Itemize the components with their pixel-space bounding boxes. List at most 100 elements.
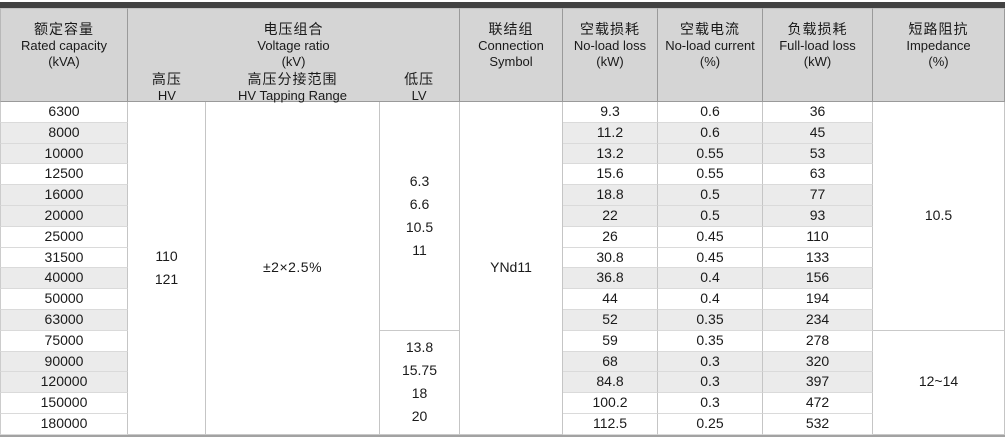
- cell-impedance-lower: 12~14: [873, 330, 1005, 435]
- header-full-load-loss-unit: (kW): [803, 54, 832, 69]
- cell-full-load-loss: 234: [763, 309, 873, 331]
- cell-lv-voltage-lower-line: 13.8: [405, 339, 434, 356]
- cell-no-load-loss: 11.2: [563, 122, 658, 144]
- cell-no-load-loss: 15.6: [563, 164, 658, 186]
- table-row: 120000 84.8 0.3 397: [0, 372, 1005, 394]
- table-row: 25000 26 0.45 110: [0, 226, 1005, 248]
- cell-no-load-current: 0.55: [658, 143, 763, 165]
- cell-impedance-upper: 10.5: [873, 102, 1005, 331]
- cell-no-load-loss: 84.8: [563, 372, 658, 394]
- cell-no-load-current: 0.55: [658, 164, 763, 186]
- cell-no-load-current: 0.25: [658, 413, 763, 435]
- cell-full-load-loss: 194: [763, 289, 873, 310]
- cell-no-load-loss: 9.3: [563, 102, 658, 123]
- header-full-load-loss-zh: 负载损耗: [787, 21, 848, 37]
- cell-lv-voltage-upper-line: 11: [412, 241, 427, 258]
- cell-full-load-loss: 45: [763, 122, 873, 144]
- table-header: 额定容量 Rated capacity (kVA) 电压组合 Voltage r…: [0, 8, 1005, 104]
- table-row: 90000 68 0.3 320: [0, 351, 1005, 373]
- header-no-load-current-zh: 空载电流: [680, 21, 740, 37]
- cell-no-load-loss: 13.2: [563, 143, 658, 165]
- cell-hv-voltage-line: 110: [155, 247, 178, 264]
- header-lv-zh: 低压: [404, 71, 435, 87]
- cell-rated-capacity: 90000: [0, 351, 128, 373]
- cell-no-load-loss: 52: [563, 309, 658, 331]
- header-voltage-ratio-zh: 电压组合: [263, 21, 324, 37]
- header-impedance-zh: 短路阻抗: [908, 21, 969, 37]
- table-row: 150000 100.2 0.3 472: [0, 393, 1005, 414]
- header-voltage-ratio-unit: (kV): [281, 54, 306, 69]
- cell-rated-capacity: 75000: [0, 330, 128, 352]
- header-no-load-loss-unit: (kW): [596, 54, 624, 69]
- cell-no-load-current: 0.4: [658, 289, 763, 310]
- cell-no-load-current: 0.35: [658, 309, 763, 331]
- table-row: 8000 11.2 0.6 45: [0, 122, 1005, 144]
- cell-full-load-loss: 77: [763, 185, 873, 206]
- cell-full-load-loss: 63: [763, 164, 873, 186]
- cell-no-load-loss: 44: [563, 289, 658, 310]
- header-no-load-current-unit: (%): [699, 54, 721, 69]
- cell-no-load-loss: 59: [563, 330, 658, 352]
- cell-rated-capacity: 12500: [0, 164, 128, 186]
- table-row: 20000 22 0.5 93: [0, 205, 1005, 227]
- cell-rated-capacity: 31500: [0, 247, 128, 269]
- cell-no-load-loss: 112.5: [563, 413, 658, 435]
- cell-no-load-current: 0.4: [658, 268, 763, 290]
- cell-lv-voltage-upper: 6.3 6.6 10.5 11: [380, 102, 460, 331]
- header-no-load-loss-zh: 空载损耗: [580, 21, 640, 37]
- cell-hv-voltage-line: 121: [154, 270, 179, 287]
- table-row: 10000 13.2 0.55 53: [0, 143, 1005, 165]
- header-connection-en2: Symbol: [489, 54, 533, 69]
- header-row: 额定容量 Rated capacity (kVA) 电压组合 Voltage r…: [0, 8, 1005, 104]
- cell-no-load-current: 0.3: [658, 393, 763, 414]
- cell-connection-symbol: YNd11: [460, 102, 563, 435]
- transformer-spec-table: 额定容量 Rated capacity (kVA) 电压组合 Voltage r…: [0, 8, 1005, 437]
- cell-no-load-loss: 68: [563, 351, 658, 373]
- cell-rated-capacity: 25000: [0, 226, 128, 248]
- header-tapping-range: 高压分接范围 HV Tapping Range: [206, 70, 379, 104]
- cell-lv-voltage-lower-line: 20: [411, 408, 428, 425]
- cell-lv-voltage-upper-line: 10.5: [405, 218, 434, 235]
- header-no-load-loss-en: No-load loss: [573, 38, 647, 53]
- cell-no-load-loss: 18.8: [563, 185, 658, 206]
- cell-full-load-loss: 93: [763, 205, 873, 227]
- header-no-load-current-en: No-load current: [665, 38, 755, 53]
- table-row: 6300 110 121 ±2×2.5% 6.3 6.6 10.5 11 YNd11 9.3 0.6…: [0, 102, 1005, 435]
- cell-no-load-current: 0.6: [658, 102, 763, 123]
- table-row: 75000 13.8 15.75 18 20 59 0.35 278 12~14: [0, 330, 1005, 435]
- table-row: 31500 30.8 0.45 133: [0, 247, 1005, 269]
- header-impedance-en: Impedance: [906, 38, 971, 53]
- header-rated-capacity-unit: (kVA): [48, 54, 80, 69]
- header-tapping-en: HV Tapping Range: [238, 88, 347, 103]
- cell-no-load-loss: 100.2: [563, 393, 658, 414]
- cell-lv-voltage-upper-line: 6.3: [409, 172, 430, 189]
- cell-rated-capacity: 8000: [0, 122, 128, 144]
- cell-full-load-loss: 472: [763, 393, 873, 414]
- cell-full-load-loss: 53: [763, 143, 873, 165]
- header-rated-capacity-zh: 额定容量: [34, 21, 94, 37]
- header-voltage-ratio-group: 电压组合 Voltage ratio (kV) 高压 HV 高压分接范围: [128, 8, 460, 104]
- cell-lv-voltage-lower: 13.8 15.75 18 20: [380, 330, 460, 435]
- cell-tapping-range: ±2×2.5%: [206, 102, 380, 435]
- cell-full-load-loss: 320: [763, 351, 873, 373]
- cell-no-load-loss: 36.8: [563, 268, 658, 290]
- cell-rated-capacity: 6300: [0, 102, 128, 123]
- header-connection-zh: 联结组: [488, 21, 534, 37]
- cell-rated-capacity: 20000: [0, 205, 128, 227]
- cell-hv-voltage: 110 121: [128, 102, 206, 435]
- header-full-load-loss-en: Full-load loss: [779, 38, 856, 53]
- cell-no-load-current: 0.6: [658, 122, 763, 144]
- table-row: 12500 15.6 0.55 63: [0, 164, 1005, 186]
- cell-no-load-current: 0.45: [658, 247, 763, 269]
- cell-rated-capacity: 16000: [0, 185, 128, 206]
- cell-lv-voltage-lower-line: 15.75: [401, 362, 438, 379]
- table-row: 63000 52 0.35 234: [0, 309, 1005, 331]
- header-lv: 低压 LV: [379, 70, 459, 104]
- header-impedance-unit: (%): [928, 54, 949, 69]
- cell-rated-capacity: 150000: [0, 393, 128, 414]
- header-lv-en: LV: [411, 88, 427, 103]
- cell-full-load-loss: 110: [763, 226, 873, 248]
- cell-no-load-current: 0.3: [658, 372, 763, 394]
- table-row: 50000 44 0.4 194: [0, 289, 1005, 310]
